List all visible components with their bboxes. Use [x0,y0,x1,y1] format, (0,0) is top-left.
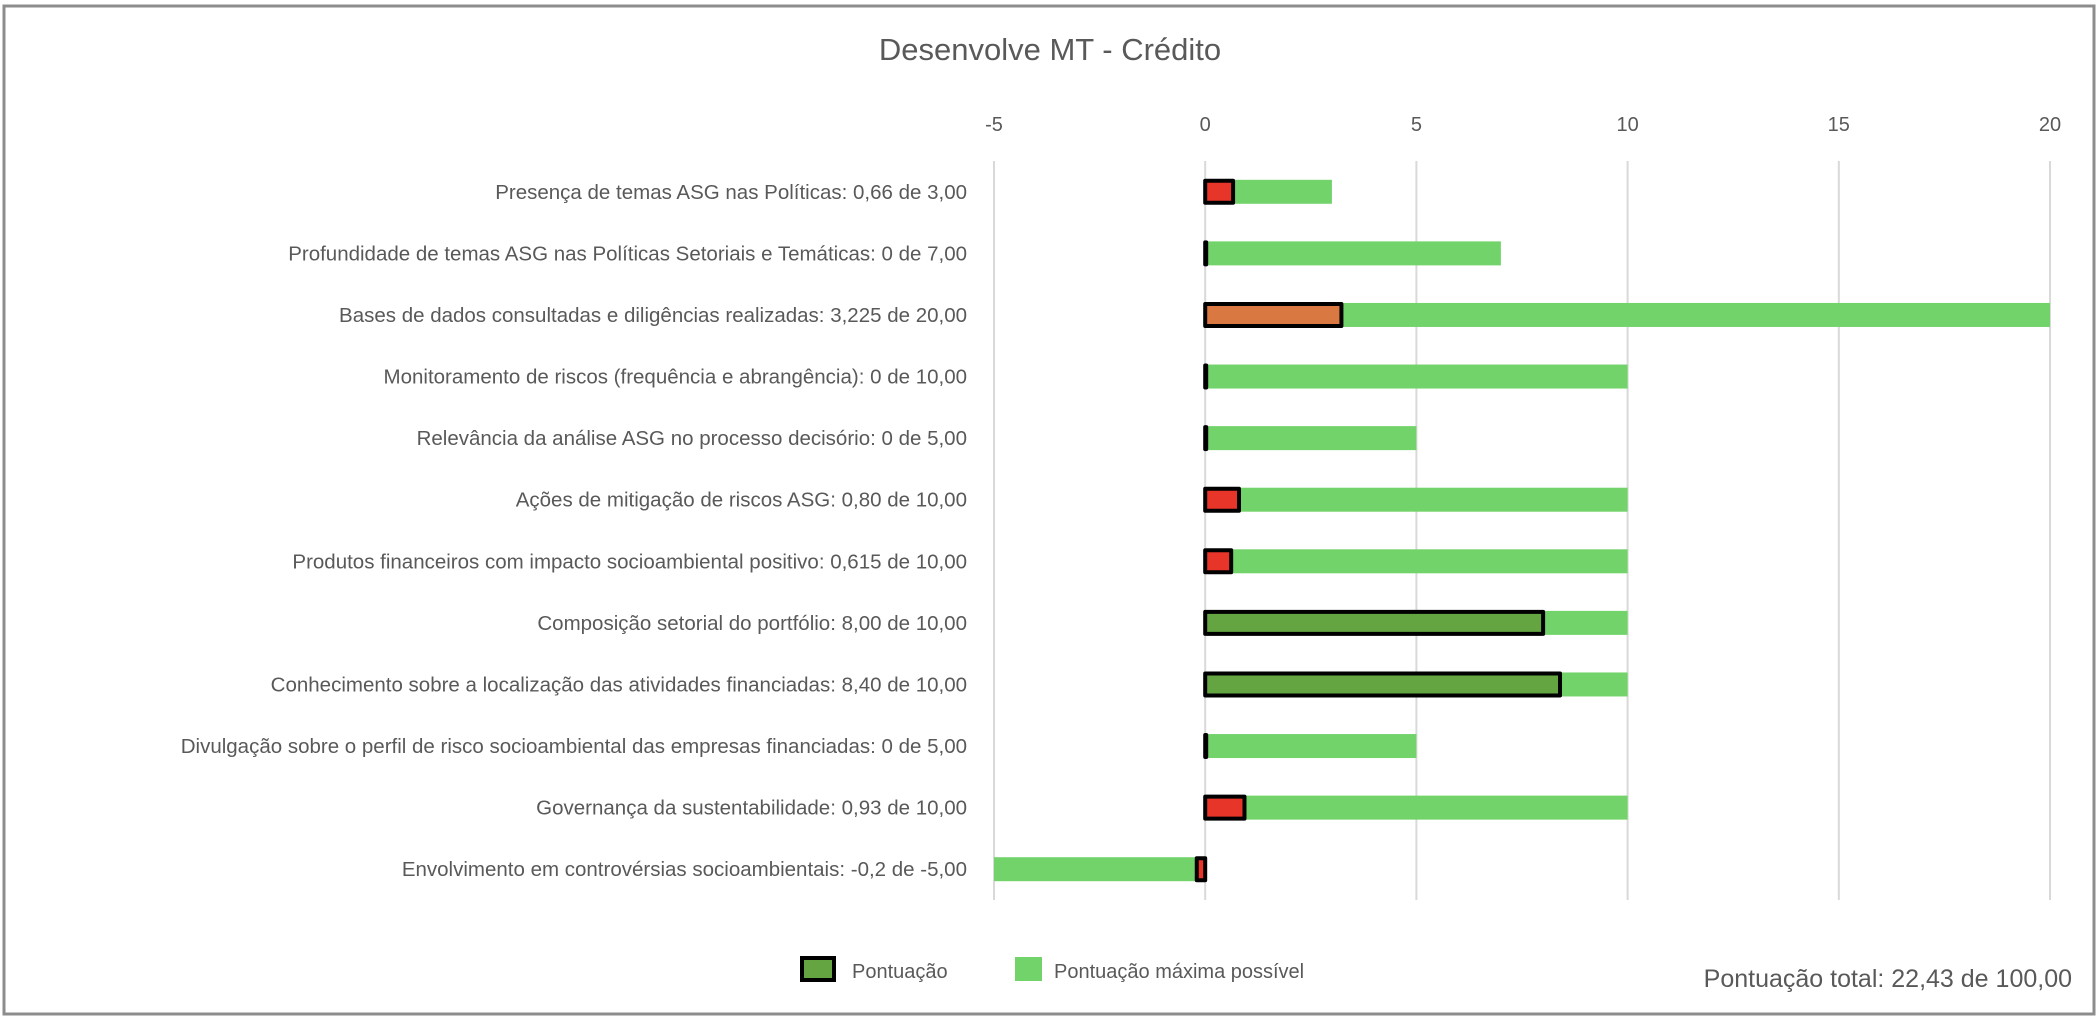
score-bar[interactable] [1203,301,1344,328]
gridlines [993,161,2051,900]
score-bar[interactable] [1194,856,1208,883]
x-tick-label: 0 [1200,114,1211,136]
chart-area-border [2,4,2096,1016]
category-label: Governança da sustentabilidade: 0,93 de … [536,797,967,820]
category-row: Composição setorial do portfólio: 8,00 d… [537,609,1628,636]
x-tick-label: 10 [1616,114,1638,136]
score-bar[interactable] [1203,548,1234,575]
category-label: Ações de mitigação de riscos ASG: 0,80 d… [516,489,967,512]
category-row: Ações de mitigação de riscos ASG: 0,80 d… [516,486,1628,513]
score-bar[interactable] [1203,240,1209,267]
max-score-bar[interactable] [994,857,1206,882]
score-bar[interactable] [1203,733,1209,760]
category-label: Monitoramento de riscos (frequência e ab… [384,366,967,389]
category-row: Governança da sustentabilidade: 0,93 de … [536,794,1628,821]
chart-title[interactable]: Desenvolve MT - Crédito [879,32,1221,67]
category-row: Relevância da análise ASG no processo de… [417,425,1417,452]
legend-swatch-max [1015,957,1042,981]
category-label: Relevância da análise ASG no processo de… [417,427,967,450]
category-row: Profundidade de temas ASG nas Políticas … [288,240,1501,267]
category-label: Composição setorial do portfólio: 8,00 d… [537,612,967,635]
category-label: Presença de temas ASG nas Políticas: 0,6… [495,181,967,204]
category-row: Conhecimento sobre a localização das ati… [271,671,1628,698]
category-row: Produtos financeiros com impacto socioam… [292,548,1628,575]
category-label: Envolvimento em controvérsias socioambie… [402,858,967,881]
max-score-bar[interactable] [1205,364,1628,389]
total-score-annotation: Pontuação total: 22,43 de 100,00 [1704,965,2072,993]
score-bar[interactable] [1203,178,1236,205]
category-row: Bases de dados consultadas e diligências… [339,301,2050,328]
category-row: Presença de temas ASG nas Políticas: 0,6… [495,178,1332,205]
x-tick-label: -5 [985,114,1003,136]
legend[interactable]: Pontuação Pontuação máxima possível [800,956,1304,983]
category-label: Profundidade de temas ASG nas Políticas … [288,242,967,265]
max-score-bar[interactable] [1205,302,2050,327]
score-bar[interactable] [1203,671,1563,698]
category-row: Divulgação sobre o perfil de risco socio… [181,733,1417,760]
category-label: Divulgação sobre o perfil de risco socio… [181,735,967,758]
score-bar[interactable] [1203,425,1209,452]
x-tick-label: 20 [2039,114,2061,136]
score-bar[interactable] [1203,609,1546,636]
score-bar[interactable] [1203,363,1209,390]
max-score-bar[interactable] [1205,795,1628,820]
category-row: Envolvimento em controvérsias socioambie… [402,856,1208,883]
max-score-bar[interactable] [1205,734,1417,759]
max-score-bar[interactable] [1205,426,1417,451]
legend-label-pontuacao: Pontuação [852,961,948,983]
category-row: Monitoramento de riscos (frequência e ab… [384,363,1628,390]
category-label: Conhecimento sobre a localização das ati… [271,673,967,696]
bars: Presença de temas ASG nas Políticas: 0,6… [181,178,2050,883]
category-label: Produtos financeiros com impacto socioam… [292,550,967,573]
category-label: Bases de dados consultadas e diligências… [339,304,967,327]
score-bar[interactable] [1203,486,1241,513]
max-score-bar[interactable] [1205,241,1501,266]
x-tick-label: 5 [1411,114,1422,136]
max-score-bar[interactable] [1205,487,1628,512]
score-bar[interactable] [1203,794,1247,821]
x-tick-label: 15 [1828,114,1850,136]
x-axis-ticks: -5 0 5 10 15 20 [985,114,2061,136]
legend-label-max: Pontuação máxima possível [1054,961,1304,983]
legend-swatch-pontuacao [800,956,836,982]
max-score-bar[interactable] [1205,549,1628,574]
